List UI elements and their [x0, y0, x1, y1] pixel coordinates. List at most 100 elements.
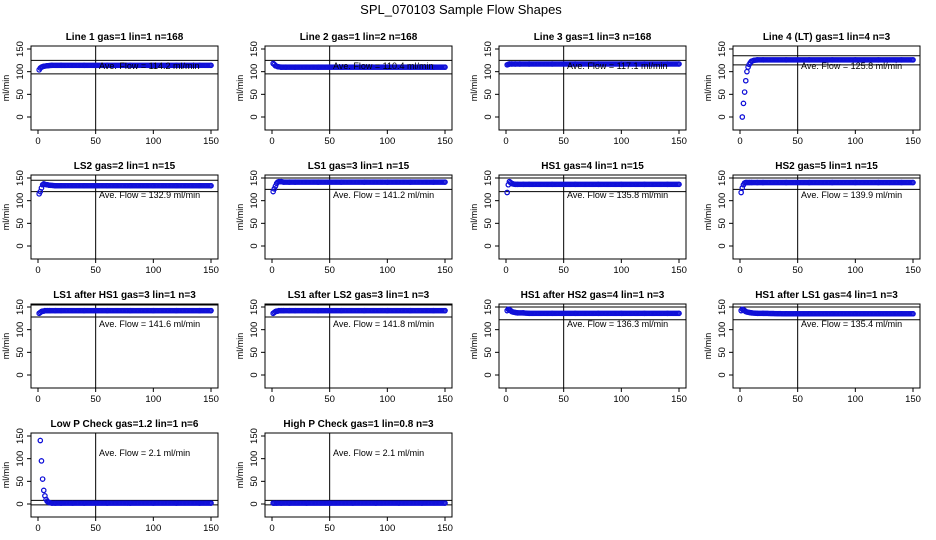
- data-point: [38, 185, 45, 191]
- y-tick-label: 100: [483, 322, 494, 338]
- y-tick-label: 0: [249, 372, 260, 377]
- x-tick-label: 150: [437, 394, 453, 405]
- x-tick-label: 100: [145, 136, 161, 147]
- y-tick-label: 150: [249, 41, 260, 57]
- chart-panel: LS1 gas=3 lin=1 n=15 0 50 100 150 0 50 100 150 ml…: [235, 161, 453, 276]
- data-point: [743, 77, 749, 84]
- plot-frame: [264, 174, 453, 260]
- data-point: [739, 185, 746, 191]
- y-tick-label: 50: [15, 347, 26, 358]
- x-tick-label: 150: [203, 136, 219, 147]
- chart-panel: Line 3 gas=1 lin=3 n=168 0 50 100 150 0 50 100 1…: [469, 32, 687, 147]
- x-tick-label: 50: [90, 265, 101, 276]
- y-tick-label: 100: [15, 193, 26, 209]
- average-flow-annotation: Ave. Flow = 125.8 ml/min: [801, 61, 902, 71]
- y-tick-label: 100: [15, 322, 26, 338]
- x-tick-label: 0: [269, 265, 274, 276]
- y-tick-label: 100: [15, 64, 26, 80]
- x-tick-label: 150: [905, 136, 921, 147]
- y-tick-label: 50: [483, 218, 494, 229]
- x-tick-label: 150: [203, 523, 219, 534]
- x-tick-label: 0: [269, 136, 274, 147]
- data-point: [745, 64, 751, 70]
- chart-panel: HS1 after LS1 gas=4 lin=1 n=3 0 50 100 150 0 5…: [703, 290, 921, 405]
- y-tick-label: 50: [15, 476, 26, 487]
- plot-frame: [30, 45, 219, 131]
- plot-frame: [732, 303, 921, 389]
- data-point: [442, 179, 448, 185]
- x-tick-label: 50: [90, 394, 101, 405]
- y-tick-label: 50: [15, 218, 26, 229]
- data-point: [741, 89, 748, 95]
- panel-title: LS1 gas=3 lin=1 n=15: [308, 161, 410, 172]
- y-tick-label: 150: [249, 299, 260, 315]
- data-point: [744, 68, 750, 75]
- y-axis-label: ml/min: [1, 75, 11, 102]
- y-tick-label: 150: [717, 170, 728, 186]
- x-tick-label: 150: [671, 265, 687, 276]
- x-tick-label: 50: [792, 265, 803, 276]
- x-tick-label: 50: [324, 523, 335, 534]
- panel-grid: Line 1 gas=1 lin=1 n=168 0 50 100 150 0 50 100 1…: [1, 32, 921, 534]
- data-point: [208, 62, 214, 69]
- data-point: [910, 57, 916, 63]
- y-tick-label: 50: [483, 347, 494, 358]
- x-tick-label: 100: [379, 136, 395, 147]
- data-point: [676, 310, 682, 317]
- y-tick-label: 100: [249, 322, 260, 338]
- x-tick-label: 50: [792, 136, 803, 147]
- y-tick-label: 0: [717, 243, 728, 248]
- x-tick-label: 50: [90, 523, 101, 534]
- data-point: [740, 100, 747, 107]
- data-point: [37, 437, 44, 444]
- x-tick-label: 0: [503, 265, 508, 276]
- x-tick-label: 50: [558, 136, 569, 147]
- data-point: [442, 500, 448, 506]
- chart-panel: LS2 gas=2 lin=1 n=15 0 50 100 150 0 50 100 150 ml…: [1, 161, 219, 276]
- x-tick-label: 0: [35, 136, 40, 147]
- y-tick-label: 0: [15, 243, 26, 248]
- x-tick-label: 100: [847, 394, 863, 405]
- y-tick-label: 100: [717, 322, 728, 338]
- x-tick-label: 0: [503, 136, 508, 147]
- x-tick-label: 150: [437, 136, 453, 147]
- x-tick-label: 100: [379, 265, 395, 276]
- x-tick-label: 0: [35, 265, 40, 276]
- average-flow-annotation: Ave. Flow = 2.1 ml/min: [333, 448, 424, 458]
- y-tick-label: 50: [717, 89, 728, 100]
- x-tick-label: 50: [792, 394, 803, 405]
- y-axis-label: ml/min: [703, 75, 713, 102]
- x-tick-label: 150: [905, 265, 921, 276]
- average-flow-annotation: Ave. Flow = 141.6 ml/min: [99, 319, 200, 329]
- y-tick-label: 150: [483, 170, 494, 186]
- x-tick-label: 0: [737, 265, 742, 276]
- y-tick-label: 0: [249, 501, 260, 506]
- y-axis-label: ml/min: [469, 204, 479, 231]
- y-tick-label: 150: [249, 428, 260, 444]
- plot-frame: [732, 174, 921, 260]
- x-tick-label: 100: [613, 136, 629, 147]
- x-tick-label: 100: [379, 523, 395, 534]
- x-tick-label: 100: [847, 265, 863, 276]
- x-tick-label: 0: [35, 523, 40, 534]
- x-tick-label: 50: [558, 265, 569, 276]
- y-tick-label: 50: [249, 347, 260, 358]
- y-tick-label: 50: [15, 89, 26, 100]
- x-tick-label: 150: [203, 265, 219, 276]
- average-flow-annotation: Ave. Flow = 135.8 ml/min: [567, 190, 668, 200]
- x-tick-label: 100: [379, 394, 395, 405]
- y-tick-label: 150: [15, 170, 26, 186]
- y-tick-label: 0: [483, 114, 494, 119]
- average-flow-annotation: Ave. Flow = 114.2 ml/min: [99, 61, 199, 71]
- x-tick-label: 100: [613, 265, 629, 276]
- x-tick-label: 50: [558, 394, 569, 405]
- y-axis-label: ml/min: [235, 462, 245, 489]
- data-point: [910, 311, 916, 317]
- y-axis-label: ml/min: [469, 333, 479, 360]
- x-tick-label: 50: [324, 136, 335, 147]
- chart-panel: HS1 after HS2 gas=4 lin=1 n=3 0 50 100 150 0 5…: [469, 290, 687, 405]
- plot-frame: [498, 174, 687, 260]
- panel-title: High P Check gas=1 lin=0.8 n=3: [283, 419, 434, 430]
- x-tick-label: 100: [613, 394, 629, 405]
